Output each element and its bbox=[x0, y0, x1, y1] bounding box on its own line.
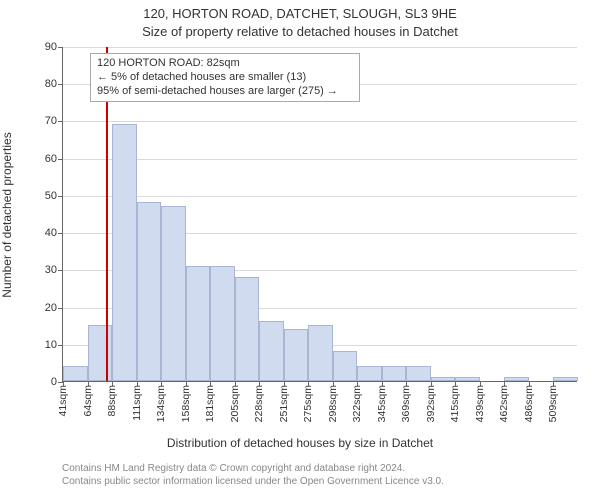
xtick-label: 251sqm bbox=[278, 385, 290, 422]
ytick-label: 70 bbox=[27, 115, 63, 127]
gridline bbox=[63, 121, 577, 122]
bar bbox=[308, 325, 333, 381]
bar bbox=[406, 366, 431, 381]
annotation-box: 120 HORTON ROAD: 82sqm← 5% of detached h… bbox=[90, 53, 360, 102]
ytick-label: 30 bbox=[27, 264, 63, 276]
gridline bbox=[63, 159, 577, 160]
bar bbox=[431, 377, 456, 381]
xtick-label: 392sqm bbox=[425, 385, 437, 422]
page-subtitle: Size of property relative to detached ho… bbox=[0, 24, 600, 39]
xtick-label: 462sqm bbox=[498, 385, 510, 422]
xtick-label: 298sqm bbox=[327, 385, 339, 422]
xtick-label: 134sqm bbox=[155, 385, 167, 422]
xtick-label: 111sqm bbox=[131, 385, 143, 421]
bar bbox=[284, 329, 309, 381]
xtick-label: 228sqm bbox=[253, 385, 265, 422]
bar bbox=[137, 202, 162, 381]
xtick-label: 181sqm bbox=[204, 385, 216, 422]
ytick-label: 40 bbox=[27, 227, 63, 239]
footnote-line-1: Contains HM Land Registry data © Crown c… bbox=[62, 462, 444, 475]
xtick-label: 486sqm bbox=[523, 385, 535, 422]
xtick-label: 64sqm bbox=[82, 385, 94, 417]
ytick-label: 80 bbox=[27, 78, 63, 90]
x-axis-label: Distribution of detached houses by size … bbox=[0, 436, 600, 450]
xtick-label: 369sqm bbox=[400, 385, 412, 422]
bar bbox=[210, 266, 235, 381]
bar bbox=[357, 366, 382, 381]
xtick-label: 205sqm bbox=[229, 385, 241, 422]
bar bbox=[455, 377, 480, 381]
xtick-label: 439sqm bbox=[474, 385, 486, 422]
xtick-label: 415sqm bbox=[449, 385, 461, 422]
bar bbox=[63, 366, 88, 381]
annotation-line: 95% of semi-detached houses are larger (… bbox=[97, 85, 353, 99]
xtick-label: 41sqm bbox=[57, 385, 69, 417]
ytick-label: 20 bbox=[27, 302, 63, 314]
page-title: 120, HORTON ROAD, DATCHET, SLOUGH, SL3 9… bbox=[0, 6, 600, 21]
ytick-label: 50 bbox=[27, 190, 63, 202]
xtick-label: 322sqm bbox=[351, 385, 363, 422]
chart-container: 120, HORTON ROAD, DATCHET, SLOUGH, SL3 9… bbox=[0, 0, 600, 500]
gridline bbox=[63, 196, 577, 197]
bar bbox=[382, 366, 407, 381]
y-axis-label: Number of detached properties bbox=[0, 132, 14, 297]
footnote: Contains HM Land Registry data © Crown c… bbox=[62, 462, 444, 488]
bar bbox=[333, 351, 358, 381]
annotation-line: 120 HORTON ROAD: 82sqm bbox=[97, 57, 353, 71]
xtick-label: 275sqm bbox=[302, 385, 314, 422]
xtick-label: 158sqm bbox=[180, 385, 192, 422]
bar bbox=[88, 325, 113, 381]
ytick-label: 60 bbox=[27, 153, 63, 165]
ytick-label: 10 bbox=[27, 339, 63, 351]
bar bbox=[112, 124, 137, 381]
xtick-label: 88sqm bbox=[106, 385, 118, 417]
footnote-line-2: Contains public sector information licen… bbox=[62, 475, 444, 488]
annotation-line: ← 5% of detached houses are smaller (13) bbox=[97, 71, 353, 85]
bar bbox=[504, 377, 529, 381]
ytick-label: 90 bbox=[27, 41, 63, 53]
bar bbox=[553, 377, 578, 381]
bar bbox=[186, 266, 211, 381]
gridline bbox=[63, 47, 577, 48]
bar bbox=[235, 277, 260, 381]
bar bbox=[259, 321, 284, 381]
xtick-label: 345sqm bbox=[376, 385, 388, 422]
bar bbox=[161, 206, 186, 381]
xtick-label: 509sqm bbox=[547, 385, 559, 422]
